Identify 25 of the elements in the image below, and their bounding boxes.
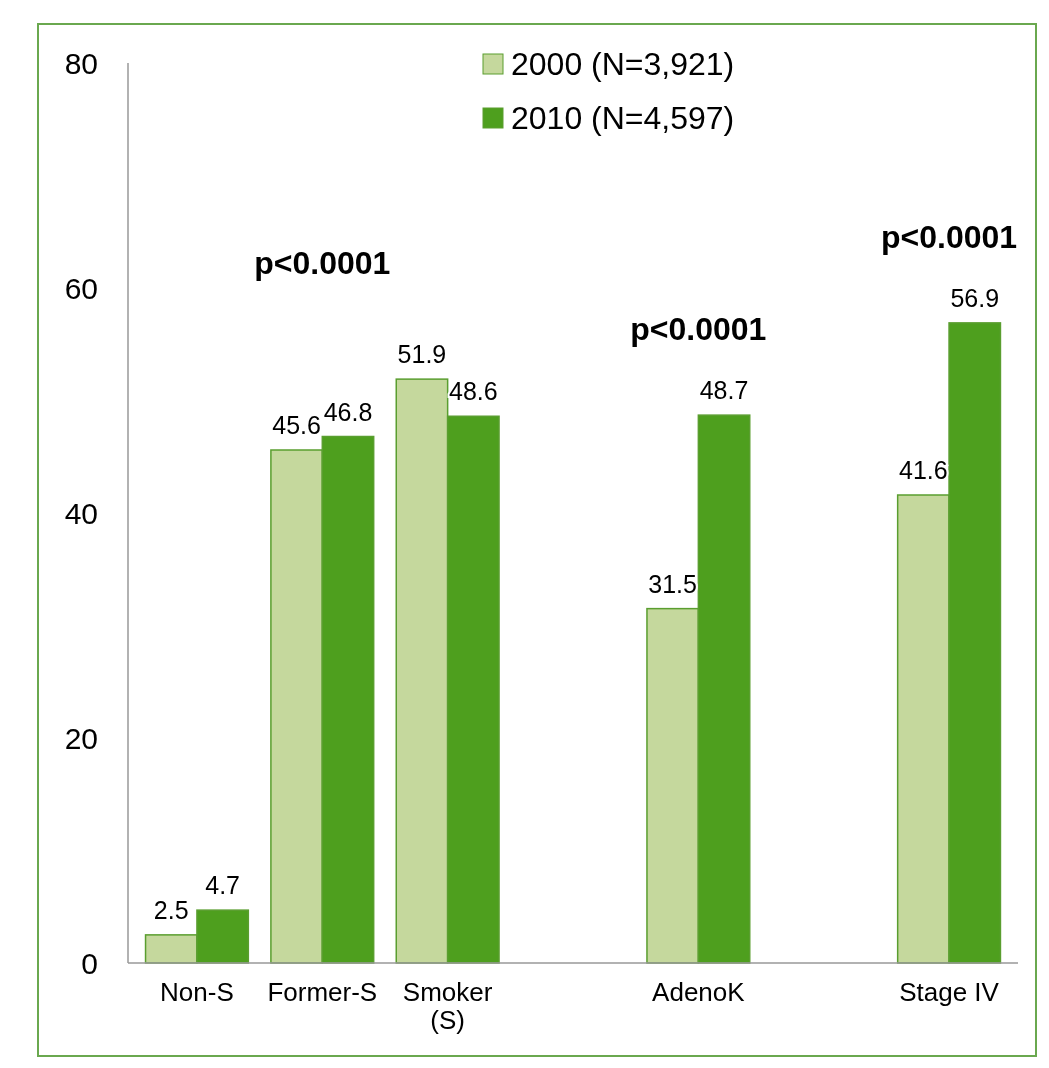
data-label: 51.9 — [397, 340, 447, 369]
x-tick-label: AdenoK — [652, 977, 746, 1007]
y-tick-label: 0 — [81, 946, 98, 980]
data-label: 41.6 — [899, 456, 948, 484]
data-label: 48.7 — [699, 376, 749, 405]
data-label: 2.5 — [153, 895, 189, 924]
legend-label: 2010 (N=4,597) — [511, 100, 735, 137]
y-tick-label: 40 — [64, 496, 98, 530]
y-tick-label: 80 — [64, 46, 98, 80]
y-tick-label: 60 — [64, 271, 98, 305]
annotation: p<0.0001 — [881, 218, 1018, 255]
data-label: 45.6 — [272, 411, 321, 439]
annotation: p<0.0001 — [254, 245, 391, 282]
data-label: 56.9 — [950, 283, 1000, 312]
annotation: p<0.0001 — [630, 311, 767, 348]
x-tick-label: Non-S — [160, 977, 234, 1007]
data-label: 46.8 — [323, 397, 373, 426]
data-label: 48.6 — [449, 377, 498, 406]
data-label: 31.5 — [648, 569, 697, 598]
x-tick-label: Former-S — [267, 977, 378, 1007]
x-tick-label: Stage IV — [899, 977, 1000, 1007]
data-label: 4.7 — [205, 871, 241, 900]
x-tick-label: Smoker (S) — [402, 977, 493, 1035]
legend-label: 2000 (N=3,921) — [511, 46, 735, 83]
y-tick-label: 20 — [64, 721, 98, 755]
